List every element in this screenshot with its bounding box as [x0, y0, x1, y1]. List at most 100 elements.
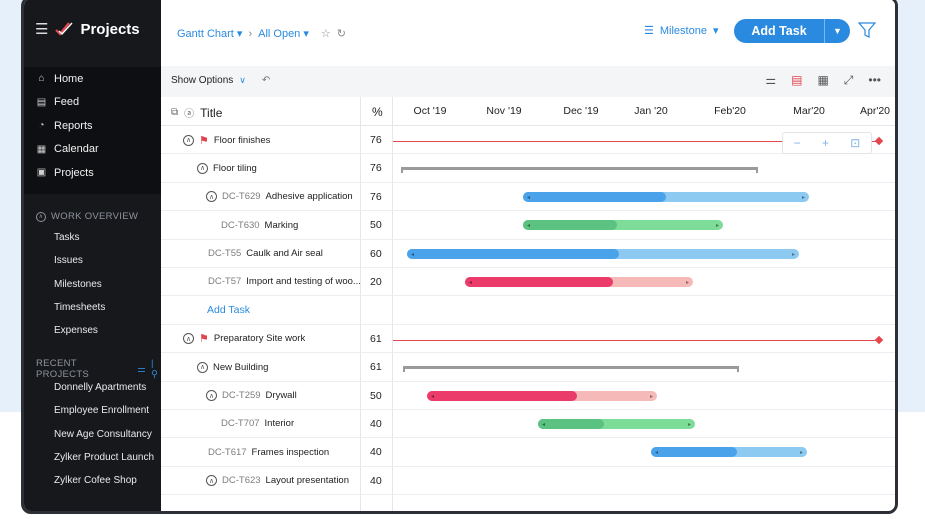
task-bar[interactable]: ▸ ◂	[465, 277, 693, 287]
task-id[interactable]: DC-T630	[221, 219, 260, 231]
milestone-marker[interactable]	[874, 136, 884, 146]
sidebar-item-expenses[interactable]: Expenses	[54, 325, 98, 337]
milestone-line[interactable]	[393, 141, 879, 142]
table-row[interactable]: ∧ DC-T629 Adhesive application 76	[161, 183, 895, 212]
pdf-export-icon[interactable]: ▤	[791, 73, 803, 87]
add-task-button[interactable]: Add Task ▼	[734, 19, 850, 43]
column-settings-icon[interactable]: ⧉	[171, 107, 179, 118]
bar-handle-icon[interactable]: ▸	[715, 223, 719, 230]
sidebar-item-timesheets[interactable]: Timesheets	[54, 302, 106, 314]
task-bar[interactable]: ▸ ◂	[538, 419, 695, 429]
table-row[interactable]: ∧ ⚑ Preparatory Site work 61	[161, 325, 895, 354]
table-row[interactable]: ∧ New Building 61	[161, 353, 895, 382]
task-bar[interactable]: ▸ ◂	[523, 220, 723, 231]
calendar-view-icon[interactable]: ▦	[817, 73, 829, 87]
show-options[interactable]: Show Options ∨ ↶	[171, 75, 271, 86]
task-id[interactable]: DC-T623	[222, 475, 261, 487]
task-id[interactable]: DC-T617	[208, 446, 247, 458]
bar-handle-icon[interactable]: ◂	[542, 422, 546, 428]
table-row[interactable]: DC-T55 Caulk and Air seal 60	[161, 240, 895, 268]
sidebar-item-calendar[interactable]: ▦ Calendar	[36, 143, 99, 156]
task-name[interactable]: Floor finishes	[213, 134, 271, 146]
bar-handle-icon[interactable]: ▸	[791, 251, 795, 258]
collapse-icon[interactable]: ∧	[183, 333, 194, 345]
filter-selector[interactable]: All Open ▾	[258, 28, 309, 40]
zoom-in-icon[interactable]: +	[821, 136, 829, 150]
title-column-header[interactable]: ⧉ ⓐ Title	[171, 105, 223, 121]
undo-icon[interactable]: ↶	[261, 75, 271, 86]
collapse-icon[interactable]: ∧	[197, 162, 208, 174]
table-row[interactable]: ∧ DC-T259 Drywall 50	[161, 382, 895, 410]
table-row[interactable]: ∧ DC-T623 Layout presentation 40	[161, 467, 895, 496]
task-bar[interactable]: ▸ ◂	[407, 248, 799, 259]
task-bar[interactable]: ▸ ◂	[427, 390, 657, 401]
add-task-link[interactable]: Add Task	[207, 304, 250, 317]
collapse-icon[interactable]: ∧	[206, 390, 217, 402]
tasklist-bar[interactable]	[403, 366, 739, 373]
task-name[interactable]: Floor tiling	[213, 162, 257, 174]
milestone-marker[interactable]	[874, 335, 884, 345]
bar-handle-icon[interactable]: ◂	[527, 194, 531, 201]
settings-icon[interactable]: ⚌	[137, 363, 147, 375]
table-row[interactable]: DC-T617 Frames inspection 40	[161, 438, 895, 467]
task-name[interactable]: Adhesive application	[265, 191, 353, 203]
more-options-icon[interactable]: •••	[868, 73, 881, 87]
toggle-icon[interactable]: ⚌	[765, 73, 777, 87]
task-name[interactable]: New Building	[213, 361, 269, 373]
recent-project-item[interactable]: Zylker Cofee Shop	[54, 475, 137, 487]
zoom-out-icon[interactable]: −	[793, 136, 801, 150]
task-name[interactable]: Caulk and Air seal	[246, 248, 323, 260]
task-name[interactable]: Marking	[264, 219, 299, 231]
sidebar-item-home[interactable]: ⌂ Home	[24, 67, 161, 91]
collapse-icon[interactable]: ∧	[206, 475, 217, 487]
task-name[interactable]: Frames inspection	[251, 446, 330, 458]
fit-screen-icon[interactable]: ⊡	[850, 136, 861, 150]
filter-icon[interactable]	[857, 21, 877, 45]
view-selector[interactable]: Gantt Chart ▾	[177, 28, 243, 40]
bar-handle-icon[interactable]: ◂	[469, 280, 473, 286]
bar-handle-icon[interactable]: ▸	[687, 422, 691, 428]
sidebar-item-tasks[interactable]: Tasks	[54, 232, 80, 244]
bar-handle-icon[interactable]: ▸	[801, 194, 805, 201]
add-task-dropdown-icon[interactable]: ▼	[824, 19, 850, 43]
task-id[interactable]: DC-T57	[208, 276, 242, 288]
collapse-icon[interactable]: ∧	[197, 361, 208, 373]
task-name[interactable]: Interior	[264, 418, 295, 430]
task-name[interactable]: Drywall	[265, 390, 297, 402]
table-row[interactable]: ∧ ⚑ Floor finishes 76	[161, 126, 895, 155]
table-row[interactable]: Add Task	[161, 296, 895, 325]
task-name[interactable]: Layout presentation	[265, 475, 349, 487]
expand-icon[interactable]: ⤢	[843, 73, 854, 87]
table-row[interactable]: DC-T57 Import and testing of woo... 20	[161, 268, 895, 297]
table-row[interactable]: ∧ Floor tiling 76	[161, 154, 895, 183]
recent-project-item[interactable]: Zylker Product Launch	[54, 452, 155, 464]
bar-handle-icon[interactable]: ◂	[411, 251, 415, 258]
bar-handle-icon[interactable]: ◂	[431, 393, 435, 400]
table-row[interactable]: DC-T707 Interior 40	[161, 410, 895, 439]
collapse-icon[interactable]: ∧	[36, 211, 46, 222]
task-id[interactable]: DC-T259	[222, 390, 261, 402]
task-bar[interactable]: ▸ ◂	[651, 447, 807, 458]
star-icon[interactable]: ☆	[320, 28, 331, 40]
refresh-icon[interactable]: ↻	[336, 28, 346, 40]
milestone-selector[interactable]: ☰ Milestone ▾	[644, 24, 719, 38]
sidebar-item-issues[interactable]: Issues	[54, 255, 83, 267]
task-name[interactable]: Import and testing of woo...	[246, 276, 361, 288]
hamburger-menu-icon[interactable]: ☰	[35, 21, 49, 38]
bar-handle-icon[interactable]: ▸	[685, 280, 689, 286]
recent-project-item[interactable]: Donnelly Apartments	[54, 382, 147, 394]
bar-handle-icon[interactable]: ▸	[799, 450, 803, 457]
collapse-icon[interactable]: ∧	[183, 134, 194, 146]
search-icon[interactable]: |⚲	[151, 358, 159, 380]
task-name[interactable]: Preparatory Site work	[213, 333, 306, 345]
tasklist-bar[interactable]	[401, 167, 758, 174]
table-row[interactable]: DC-T630 Marking 50	[161, 211, 895, 240]
bar-handle-icon[interactable]: ◂	[655, 450, 659, 457]
task-id[interactable]: DC-T707	[221, 418, 260, 430]
milestone-line[interactable]	[393, 339, 879, 341]
sidebar-item-milestones[interactable]: Milestones	[54, 278, 102, 290]
bar-handle-icon[interactable]: ◂	[527, 223, 531, 230]
recent-project-item[interactable]: New Age Consultancy	[54, 428, 152, 440]
recent-project-item[interactable]: Employee Enrollment	[54, 405, 150, 417]
bar-handle-icon[interactable]: ▸	[649, 393, 653, 400]
